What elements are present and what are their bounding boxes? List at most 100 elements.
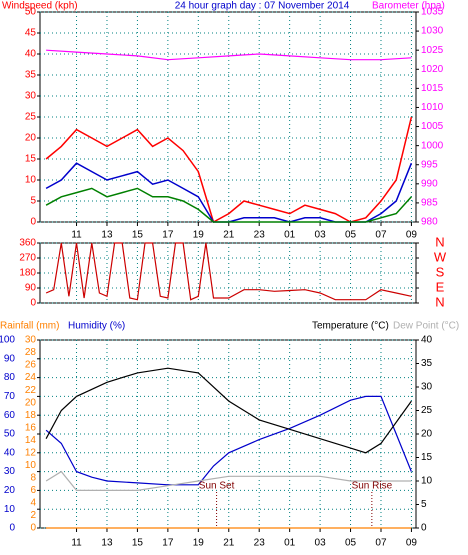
annotation: Sun Set [199,481,235,492]
y-tick-label: 50 [4,429,16,440]
series-line [45,367,412,454]
x-tick-label: 21 [223,230,235,241]
y-tick-label: 70 [4,391,16,402]
y2-tick-label: 980 [421,217,438,228]
x-tick-label: 03 [315,230,327,241]
y2-tick-label: 1035 [421,7,444,18]
y-tick-label: 20 [25,133,37,144]
y-tick-label: 40 [25,49,37,60]
y-tick-label: 60 [4,410,16,421]
y-tick-label: 45 [25,28,37,39]
y3-tick-label: 24 [25,372,37,383]
y2-tick-label: 40 [421,335,433,346]
rain-axis-label: Rainfall (mm) [0,321,59,332]
y-tick-label: 90 [4,353,16,364]
y3-tick-label: 28 [25,347,37,358]
y-tick-label: 270 [19,253,36,264]
x-tick-label: 09 [406,538,418,549]
y2-tick-label: 1015 [421,83,444,94]
y2-axis-label: Barometer (hpa) [372,1,445,12]
x-tick-label: 17 [162,230,174,241]
y2-tick-label: 0 [421,523,427,534]
y-axis-label: Windspeed (kph) [2,1,78,12]
x-tick-label: 01 [284,538,296,549]
y3-tick-label: 20 [25,397,37,408]
y2-tick-label: 1030 [421,26,444,37]
x-tick-label: 07 [375,538,387,549]
y3-tick-label: 0 [30,523,36,534]
chart-title: 24 hour graph day : 07 November 2014 [175,1,350,12]
y-tick-label: 40 [4,447,16,458]
y-tick-label: 30 [25,91,37,102]
series-line [45,470,412,491]
y2-tick-label: 1010 [421,102,444,113]
x-tick-label: 05 [345,538,357,549]
y3-tick-label: 6 [30,485,36,496]
x-tick-label: 05 [345,230,357,241]
y2-tick-label: S [436,264,445,279]
y2-tick-label: 1025 [421,45,444,56]
x-tick-label: 19 [193,230,205,241]
y2-tick-label: N [435,234,444,249]
y2-tick-label: 20 [421,429,433,440]
x-tick-label: 15 [132,230,144,241]
y3-tick-label: 22 [25,385,37,396]
x-tick-label: 19 [193,538,205,549]
y2-tick-label: 15 [421,452,433,463]
y3-tick-label: 30 [25,335,37,346]
annotation: Sun Rise [352,481,393,492]
y-tick-label: 15 [25,154,37,165]
x-tick-label: 01 [284,230,296,241]
y2-tick-label: 990 [421,178,438,189]
y2-tick-label: 5 [421,499,427,510]
y2-tick-label: W [434,249,447,264]
series-line [45,395,412,486]
y-tick-label: 10 [25,175,37,186]
y2-tick-label: 25 [421,405,433,416]
series-line [45,187,412,223]
y-tick-label: 25 [25,112,37,123]
x-tick-label: 23 [254,230,266,241]
y2-tick-label: 985 [421,198,438,209]
x-tick-label: 23 [254,538,266,549]
y3-tick-label: 26 [25,360,37,371]
y-tick-label: 5 [30,196,36,207]
y2-tick-label: 30 [421,382,433,393]
y-tick-label: 0 [30,298,36,309]
y2-tick-label: 10 [421,476,433,487]
y-tick-label: 30 [4,466,16,477]
x-tick-label: 13 [101,538,113,549]
y3-tick-label: 18 [25,410,37,421]
y2-tick-label: E [436,279,445,294]
y3-tick-label: 10 [25,460,37,471]
y-tick-label: 10 [4,504,16,515]
series-line [45,242,412,301]
x-tick-label: 09 [406,230,418,241]
x-tick-label: 17 [162,538,174,549]
y3-tick-label: 4 [30,498,36,509]
y-tick-label: 0 [30,217,36,228]
y2-tick-label: 995 [421,159,438,170]
y2-tick-label: 1000 [421,140,444,151]
y3-tick-label: 16 [25,422,37,433]
y-tick-label: 180 [19,268,36,279]
y2-tick-label: 1005 [421,121,444,132]
y-tick-label: 20 [4,485,16,496]
temperature-axis-label: Temperature (°C) [312,321,389,332]
y2-tick-label: 1020 [421,64,444,75]
dewpoint-axis-label: Dew Point (°C) [393,321,459,332]
y-tick-label: 360 [19,238,36,249]
y-tick-label: 100 [0,335,15,346]
x-tick-label: 03 [315,538,327,549]
x-tick-label: 11 [71,230,82,241]
x-tick-label: 13 [101,230,113,241]
y-tick-label: 35 [25,70,37,81]
x-tick-label: 21 [223,538,235,549]
x-tick-label: 11 [71,538,82,549]
y3-tick-label: 2 [30,510,36,521]
y3-tick-label: 8 [30,473,36,484]
y2-tick-label: 35 [421,358,433,369]
y2-tick-label: N [435,294,444,309]
